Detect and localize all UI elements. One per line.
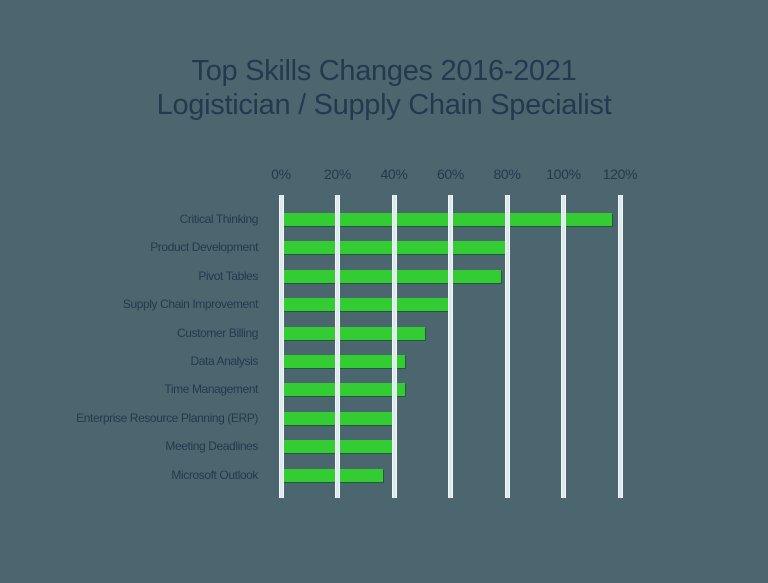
bar — [283, 468, 383, 482]
bar — [283, 326, 426, 340]
category-label: Microsoft Outlook — [171, 467, 258, 482]
category-label: Enterprise Resource Planning (ERP) — [76, 410, 258, 425]
category-label: Customer Billing — [177, 325, 258, 340]
category-label: Time Management — [164, 382, 258, 397]
bar — [283, 355, 406, 368]
gridline — [504, 195, 510, 498]
gridline — [278, 195, 284, 498]
bar — [283, 298, 448, 312]
category-label: Meeting Deadlines — [165, 439, 258, 454]
bar — [283, 383, 406, 397]
x-tick-label: 80% — [493, 166, 521, 182]
gridline — [335, 195, 340, 498]
category-label: Pivot Tables — [198, 268, 258, 283]
gridline — [617, 195, 623, 498]
bar — [283, 213, 612, 226]
category-label: Critical Thinking — [179, 212, 259, 226]
category-label: Supply Chain Improvement — [122, 297, 259, 312]
chart-title: Top Skills Changes 2016-2021 — [191, 55, 577, 87]
category-label: Data Analysis — [190, 354, 258, 368]
x-tick-label: 20% — [323, 166, 352, 182]
x-tick-label: 100% — [546, 166, 581, 182]
category-label: Product Development — [150, 240, 258, 255]
gridline — [391, 195, 397, 498]
chart-subtitle: Logistician / Supply Chain Specialist — [156, 89, 612, 121]
gridline — [448, 195, 453, 498]
x-tick-label: 120% — [602, 166, 638, 182]
gridline — [561, 195, 566, 498]
x-tick-label: 60% — [436, 166, 465, 182]
x-tick-label: 40% — [380, 166, 408, 182]
x-tick-label: 0% — [271, 166, 291, 182]
